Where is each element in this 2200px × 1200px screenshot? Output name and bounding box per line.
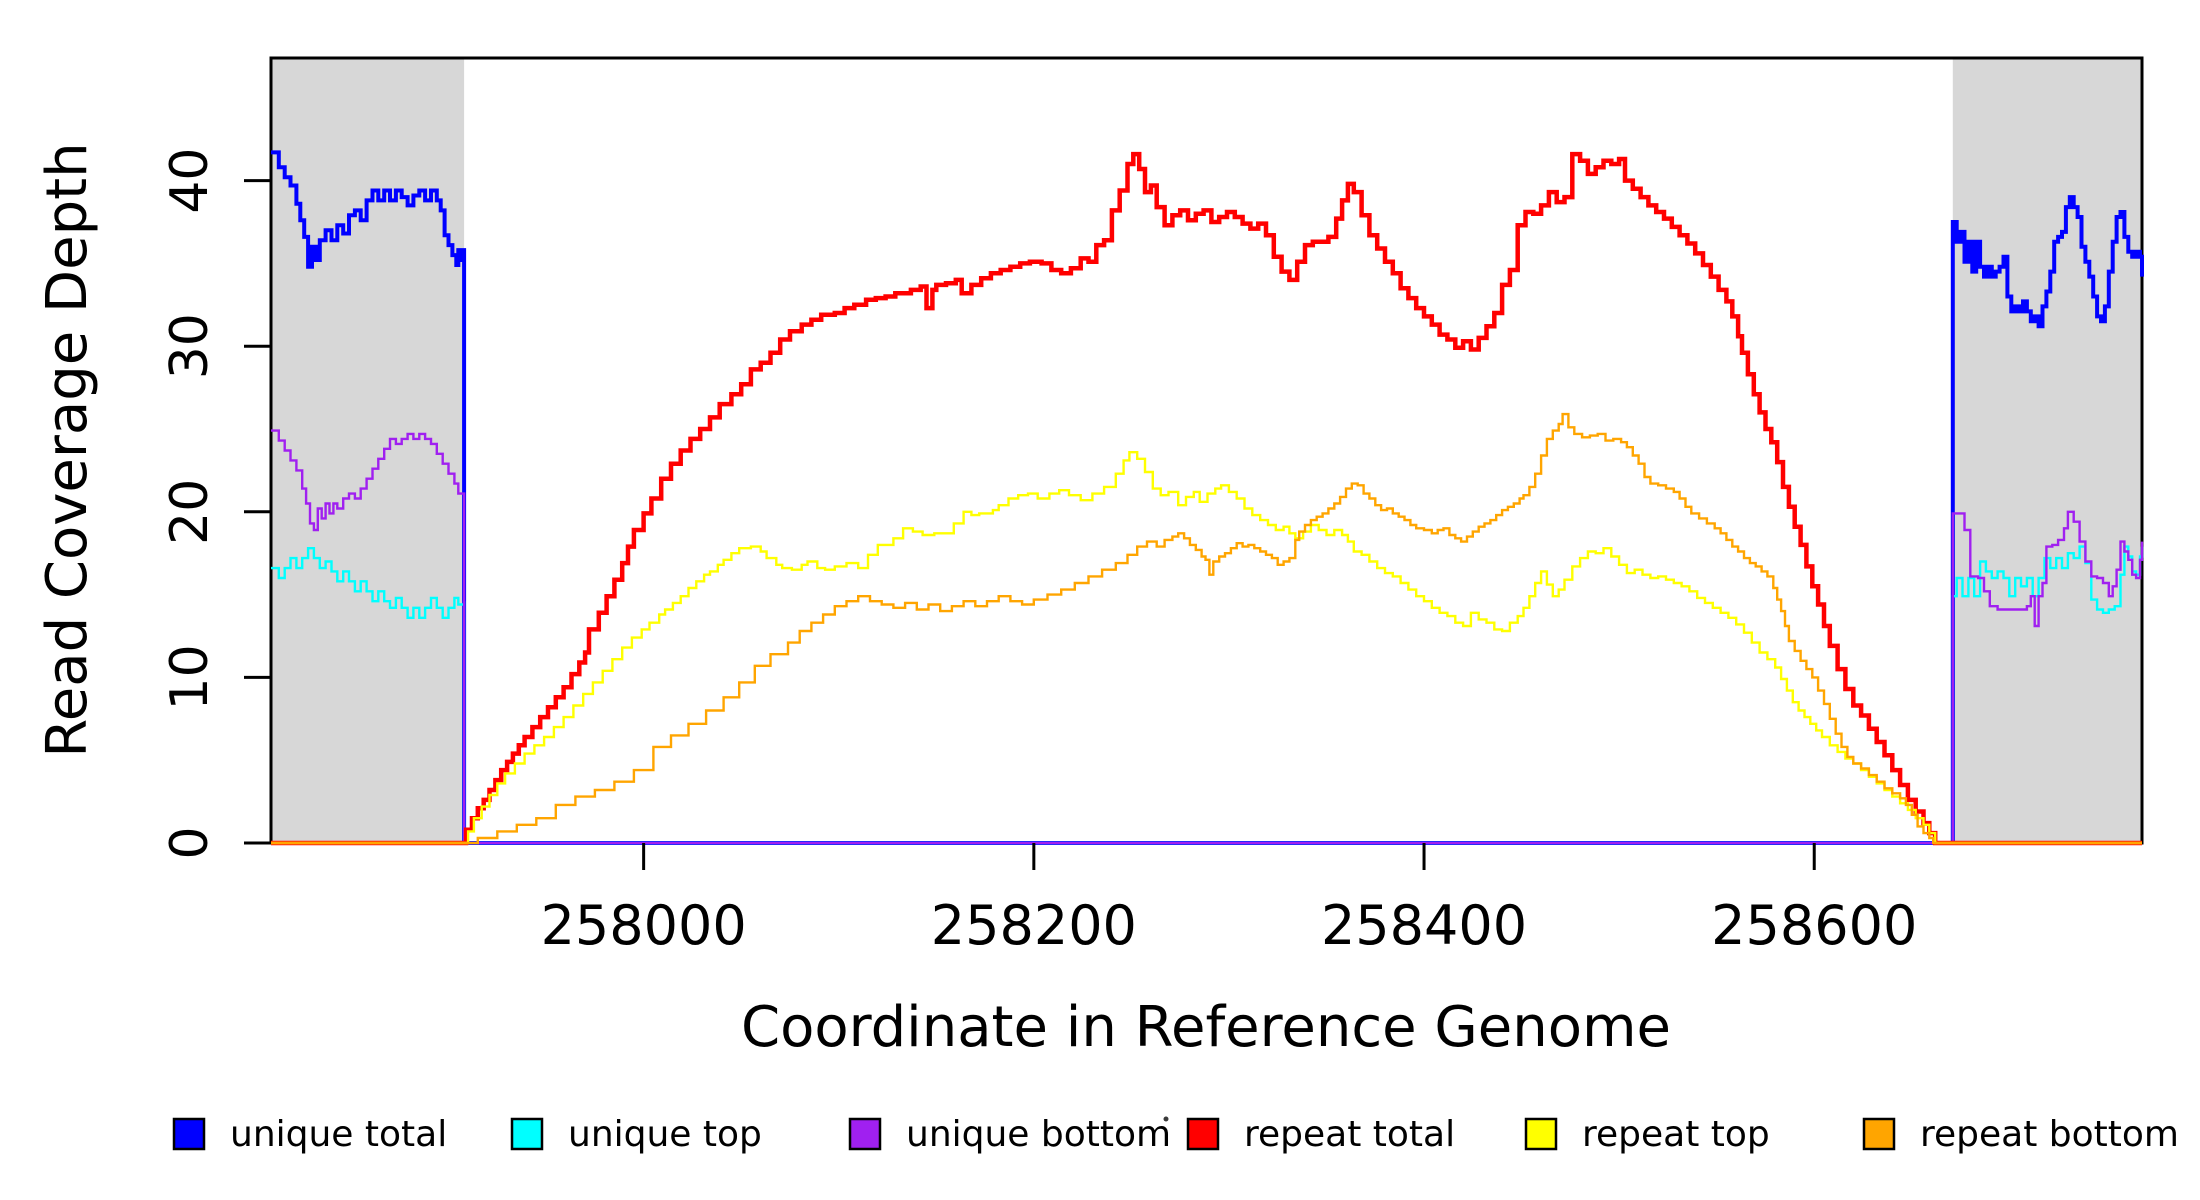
legend-swatch-repeat-total (1186, 1117, 1220, 1151)
legend: unique total unique top unique bottom re… (172, 1114, 2179, 1155)
legend-label-unique-top: unique top (568, 1114, 762, 1155)
x-tick-label: 258200 (931, 894, 1137, 957)
x-tick-label: 258400 (1321, 894, 1527, 957)
plot-border (269, 56, 2144, 845)
legend-swatch-repeat-top (1524, 1117, 1558, 1151)
y-tick-label: 40 (160, 148, 220, 214)
legend-label-unique-total: unique total (230, 1114, 447, 1155)
legend-label-repeat-bottom: repeat bottom (1920, 1114, 2179, 1155)
legend-label-repeat-total: repeat total (1244, 1114, 1455, 1155)
series-unique-total (271, 150, 2144, 845)
axes-group: 258000 258200 258400 258600 0 10 20 30 40 (160, 148, 1917, 957)
y-tick-label: 30 (160, 313, 220, 379)
x-tick-label: 258000 (541, 894, 747, 957)
series-repeat-total (271, 151, 2142, 846)
legend-swatch-unique-total (172, 1117, 206, 1151)
x-axis-title: Coordinate in Reference Genome (741, 995, 1671, 1060)
series-group (271, 150, 2144, 846)
y-tick-label: 0 (160, 826, 220, 859)
legend-swatch-unique-bottom (848, 1117, 882, 1151)
x-tick-label: 258600 (1711, 894, 1917, 957)
legend-swatch-unique-top (510, 1117, 544, 1151)
stray-dot-artifact (1163, 1116, 1169, 1122)
series-repeat-bottom (271, 412, 2142, 845)
series-unique-bottom (271, 429, 2144, 845)
legend-label-unique-bottom: unique bottom (906, 1114, 1171, 1155)
series-repeat-top (271, 451, 2142, 845)
y-tick-label: 20 (160, 479, 220, 545)
series-unique-top (271, 545, 2144, 845)
legend-label-repeat-top: repeat top (1582, 1114, 1770, 1155)
legend-swatch-repeat-bottom (1862, 1117, 1896, 1151)
shaded-regions-group (271, 58, 2142, 843)
shaded-region (1952, 58, 2142, 843)
shaded-region (271, 58, 465, 843)
y-tick-label: 10 (160, 644, 220, 710)
y-axis-title: Read Coverage Depth (35, 142, 100, 757)
